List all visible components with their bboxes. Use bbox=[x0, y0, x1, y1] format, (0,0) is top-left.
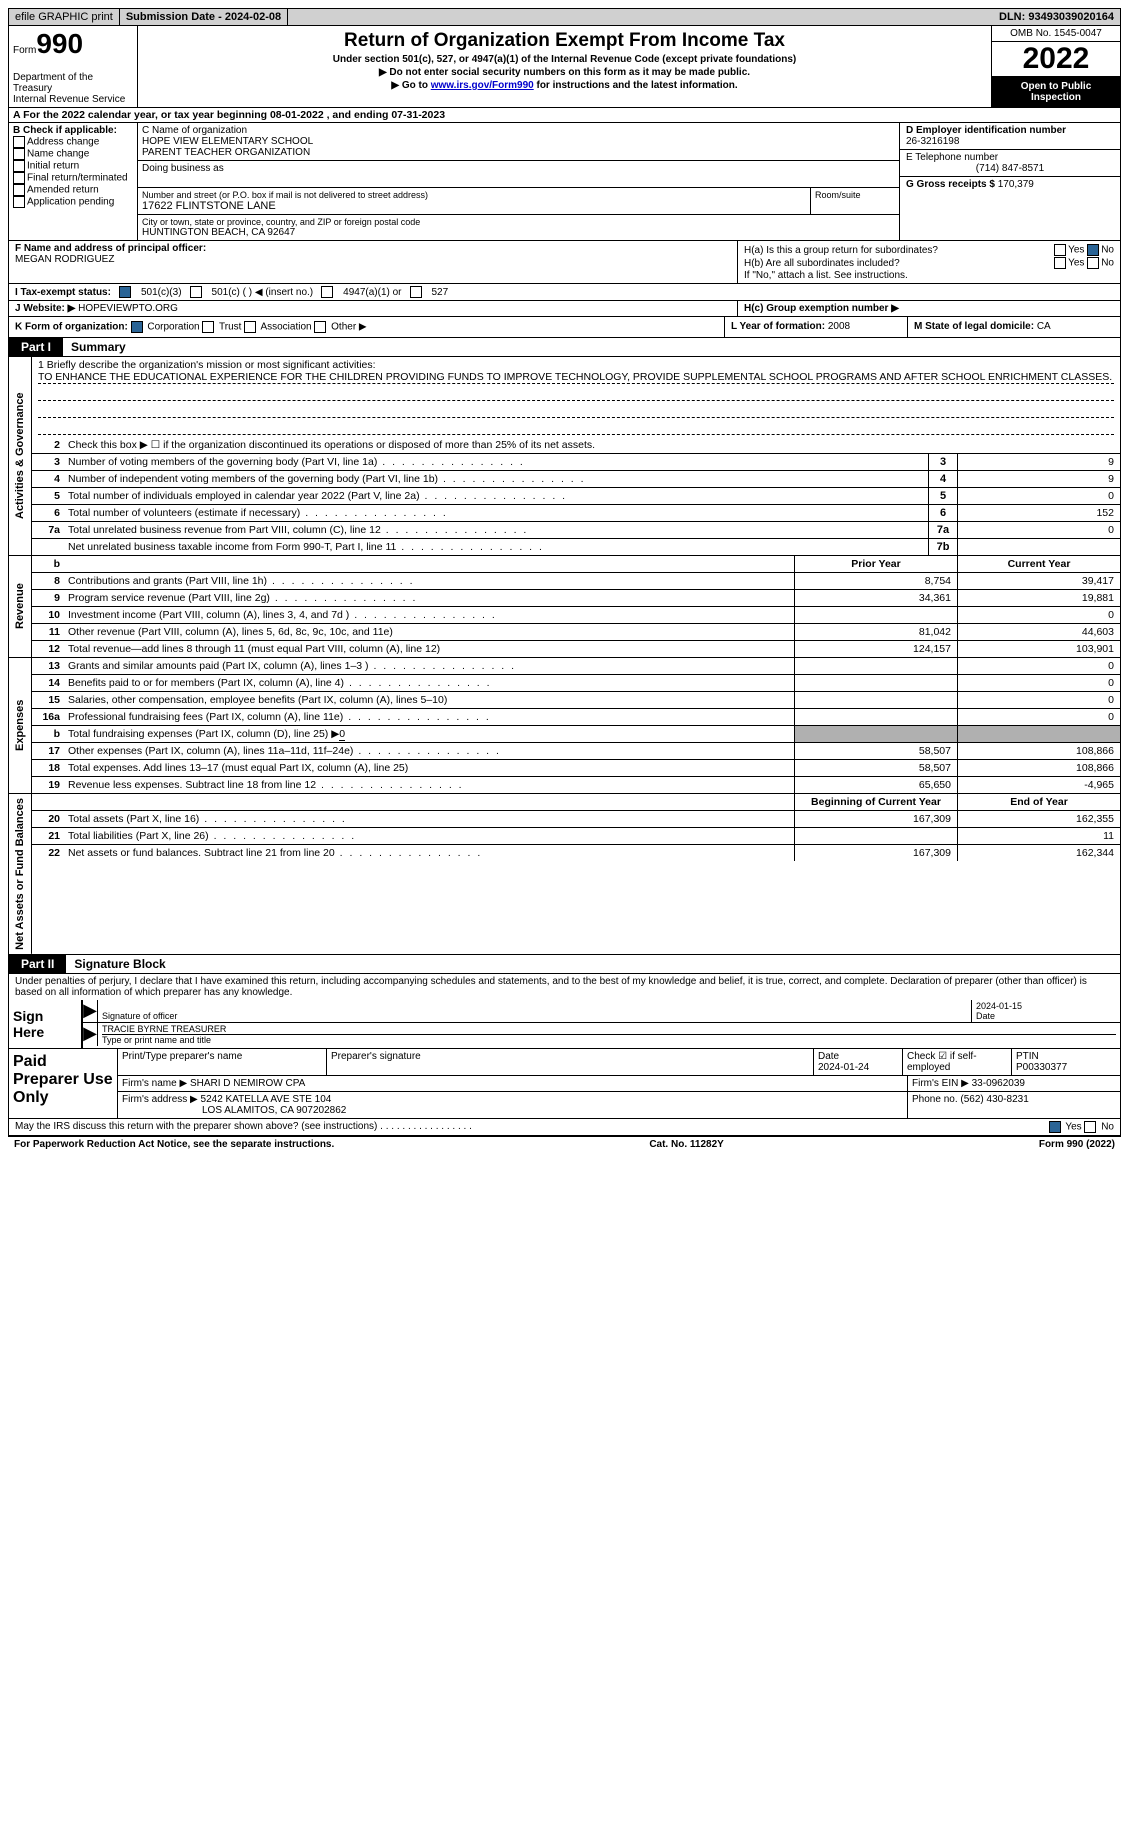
col-c-org-info: C Name of organization HOPE VIEW ELEMENT… bbox=[138, 123, 900, 240]
side-expenses: Expenses bbox=[9, 658, 32, 793]
org-name: HOPE VIEW ELEMENTARY SCHOOL PARENT TEACH… bbox=[142, 136, 895, 158]
ein: 26-3216198 bbox=[906, 136, 1114, 147]
principal-officer: F Name and address of principal officer:… bbox=[9, 241, 737, 283]
subtitle-3: Go to www.irs.gov/Form990 for instructio… bbox=[146, 80, 983, 91]
year-formation: L Year of formation: 2008 bbox=[724, 317, 907, 337]
top-bar: efile GRAPHIC print Submission Date - 20… bbox=[8, 8, 1121, 26]
side-net-assets: Net Assets or Fund Balances bbox=[9, 794, 32, 954]
telephone: (714) 847-8571 bbox=[906, 163, 1114, 174]
part1-title: Summary bbox=[63, 338, 1120, 356]
group-exemption: H(c) Group exemption number ▶ bbox=[737, 301, 1120, 316]
discuss-question: May the IRS discuss this return with the… bbox=[15, 1121, 472, 1133]
submission-date: Submission Date - 2024-02-08 bbox=[120, 9, 288, 25]
cat-no: Cat. No. 11282Y bbox=[649, 1139, 723, 1150]
street-address: 17622 FLINTSTONE LANE bbox=[142, 200, 806, 212]
efile-label: efile GRAPHIC print bbox=[9, 9, 120, 25]
subtitle-1: Under section 501(c), 527, or 4947(a)(1)… bbox=[146, 54, 983, 65]
row-a-tax-year: A For the 2022 calendar year, or tax yea… bbox=[8, 108, 1121, 123]
side-governance: Activities & Governance bbox=[9, 357, 32, 555]
col-d-identifiers: D Employer identification number26-32161… bbox=[900, 123, 1120, 240]
col-b-checkboxes: B Check if applicable: Address change Na… bbox=[9, 123, 138, 240]
form-header: Form990 Department of the Treasury Inter… bbox=[8, 26, 1121, 108]
group-return: H(a) Is this a group return for subordin… bbox=[737, 241, 1120, 283]
part1-label: Part I bbox=[9, 338, 63, 356]
form-number: Form990 bbox=[13, 28, 133, 60]
part2-label: Part II bbox=[9, 955, 66, 973]
irs-link[interactable]: www.irs.gov/Form990 bbox=[431, 80, 534, 91]
mission: 1 Briefly describe the organization's mi… bbox=[32, 357, 1120, 437]
sign-here-label: Sign Here bbox=[9, 1000, 83, 1048]
form-of-org: K Form of organization: Corporation Trus… bbox=[9, 317, 724, 337]
omb-number: OMB No. 1545-0047 bbox=[992, 26, 1120, 42]
dept-label: Department of the Treasury Internal Reve… bbox=[13, 72, 133, 105]
part2-title: Signature Block bbox=[66, 955, 1120, 973]
state-domicile: M State of legal domicile: CA bbox=[907, 317, 1120, 337]
form-ref: Form 990 (2022) bbox=[1039, 1139, 1115, 1150]
open-public: Open to Public Inspection bbox=[992, 77, 1120, 107]
website-row: J Website: ▶ HOPEVIEWPTO.ORG bbox=[9, 301, 737, 316]
subtitle-2: Do not enter social security numbers on … bbox=[146, 67, 983, 78]
dln: DLN: 93493039020164 bbox=[993, 9, 1120, 25]
tax-year: 2022 bbox=[992, 42, 1120, 77]
gross-receipts: 170,379 bbox=[998, 179, 1034, 190]
paid-preparer-label: Paid Preparer Use Only bbox=[9, 1049, 118, 1118]
pra-notice: For Paperwork Reduction Act Notice, see … bbox=[14, 1139, 334, 1150]
city-state-zip: HUNTINGTON BEACH, CA 92647 bbox=[142, 227, 895, 238]
tax-exempt-status: I Tax-exempt status: 501(c)(3) 501(c) ( … bbox=[8, 284, 1121, 301]
perjury-declaration: Under penalties of perjury, I declare th… bbox=[9, 974, 1120, 1000]
form-title: Return of Organization Exempt From Incom… bbox=[146, 30, 983, 52]
side-revenue: Revenue bbox=[9, 556, 32, 657]
